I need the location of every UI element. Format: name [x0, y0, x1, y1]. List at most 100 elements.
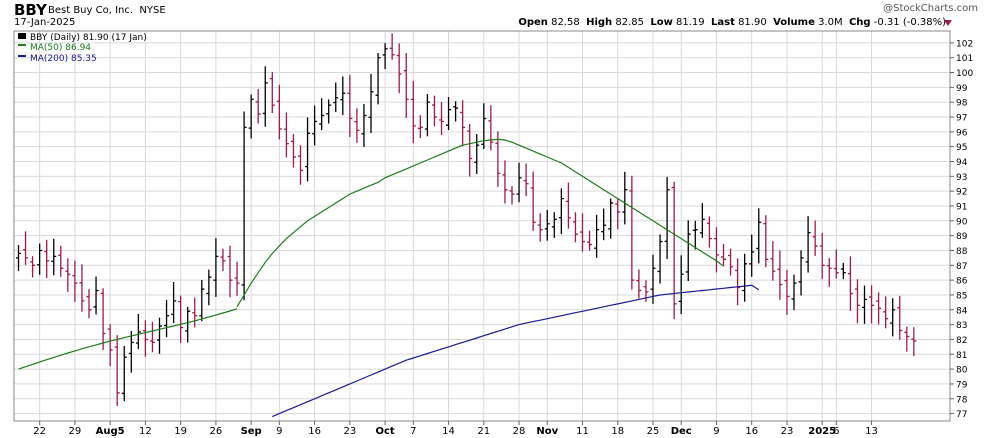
ohlc-bar [671, 181, 677, 320]
ohlc-bar [467, 123, 473, 177]
ohlc-bar [558, 188, 564, 235]
y-tick-label: 102 [956, 39, 973, 49]
ohlc-bar [23, 231, 29, 265]
ohlc-bar [276, 84, 282, 140]
ohlc-bar [290, 133, 296, 168]
y-tick-label: 83 [956, 321, 967, 331]
y-tick-label: 77 [956, 410, 967, 420]
ohlc-bar [283, 112, 289, 158]
ohlc-bar [890, 298, 896, 337]
ohlc-bar [544, 209, 550, 241]
ohlc-bar [121, 346, 127, 402]
ohlc-bar [537, 213, 543, 242]
ohlc-bar [396, 43, 402, 94]
ohlc-bar [904, 326, 910, 352]
ohlc-bar [854, 279, 860, 324]
ohlc-bar [897, 295, 903, 340]
ohlc-bar [354, 108, 360, 143]
ohlc-bar [502, 160, 508, 204]
y-tick-label: 90 [956, 217, 968, 227]
volume-value: 3.0M [818, 17, 843, 28]
ohlc-bar [30, 256, 36, 278]
x-tick-label: 16 [745, 426, 758, 437]
ohlc-bar [523, 163, 529, 197]
x-tick-label: 22 [33, 426, 46, 437]
y-tick-label: 100 [956, 69, 973, 79]
ohlc-bar [664, 176, 670, 260]
x-tick-label: Oct [375, 426, 394, 437]
ohlc-bar [206, 269, 212, 306]
y-tick-label: 101 [956, 54, 973, 64]
ohlc-bar [368, 73, 374, 134]
ohlc-bar [735, 258, 741, 306]
x-tick-label: 2025 [808, 426, 836, 437]
ohlc-bar [826, 257, 832, 287]
y-tick-label: 87 [956, 262, 967, 272]
x-tick-label: 21 [477, 426, 490, 437]
ohlc-bar [488, 105, 494, 151]
y-tick-label: 84 [956, 306, 968, 316]
x-tick-label: 18 [611, 426, 624, 437]
ohlc-bar [410, 80, 416, 144]
ohlc-bar [763, 215, 769, 268]
quote-summary: Open 82.58 High 82.85 Low 81.19 Last 81.… [518, 17, 946, 28]
y-tick-label: 98 [956, 99, 968, 109]
ohlc-bar [199, 280, 205, 322]
watermark: @StockCharts.com [883, 3, 978, 14]
ohlc-bar [777, 250, 783, 300]
ticker-symbol: BBY [14, 1, 47, 19]
ohlc-bar [135, 313, 141, 350]
x-tick-label: 7 [410, 426, 416, 437]
ohlc-bar [340, 76, 346, 116]
ohlc-bar [213, 238, 219, 297]
ohlc-bar [819, 232, 825, 280]
ohlc-bar [657, 234, 663, 284]
ohlc-bar [678, 255, 684, 315]
y-tick-label: 91 [956, 202, 967, 212]
ohlc-bar [164, 299, 170, 338]
ohlc-bar [417, 115, 423, 139]
ohlc-bar [192, 297, 198, 328]
ohlc-bar [749, 234, 755, 277]
ohlc-bar [805, 216, 811, 273]
ohlc-bar [699, 203, 705, 238]
ohlc-bar [185, 306, 191, 343]
legend-swatch-ma50 [18, 44, 26, 46]
y-tick-label: 94 [956, 158, 968, 168]
ohlc-bar [65, 258, 71, 292]
ohlc-bar [728, 248, 734, 276]
ohlc-bar [178, 295, 184, 343]
y-tick-label: 78 [956, 395, 968, 405]
ohlc-bar [791, 274, 797, 311]
chart-date: 17-Jan-2025 [14, 17, 76, 28]
ohlc-bar [114, 335, 120, 407]
ohlc-bar [403, 53, 409, 118]
ohlc-bar [298, 145, 303, 185]
ohlc-bar [424, 93, 430, 137]
x-tick-label: 9 [713, 426, 719, 437]
ohlc-bar [326, 99, 332, 124]
x-tick-label: 13 [865, 426, 878, 437]
ohlc-bar [516, 162, 522, 203]
ohlc-bar [509, 186, 515, 205]
ohlc-bar [72, 260, 78, 302]
ohlc-bars [16, 33, 917, 407]
ohlc-bar [44, 239, 50, 279]
ohlc-bar [601, 208, 607, 241]
ohlc-bar [587, 230, 593, 251]
ohlc-bar [382, 43, 388, 70]
ohlc-bar [706, 216, 712, 248]
ohlc-bar [721, 243, 726, 267]
ohlc-bar [241, 111, 247, 301]
ma50-line [236, 138, 724, 308]
ohlc-bar [608, 198, 614, 239]
x-tick-label: 6 [833, 426, 839, 437]
y-tick-label: 88 [956, 247, 968, 257]
y-tick-label: 89 [956, 232, 968, 242]
ohlc-bar [883, 296, 889, 329]
y-tick-label: 85 [956, 291, 967, 301]
y-tick-label: 79 [956, 380, 968, 390]
high-value: 82.85 [615, 17, 644, 28]
ohlc-bar [713, 227, 719, 273]
